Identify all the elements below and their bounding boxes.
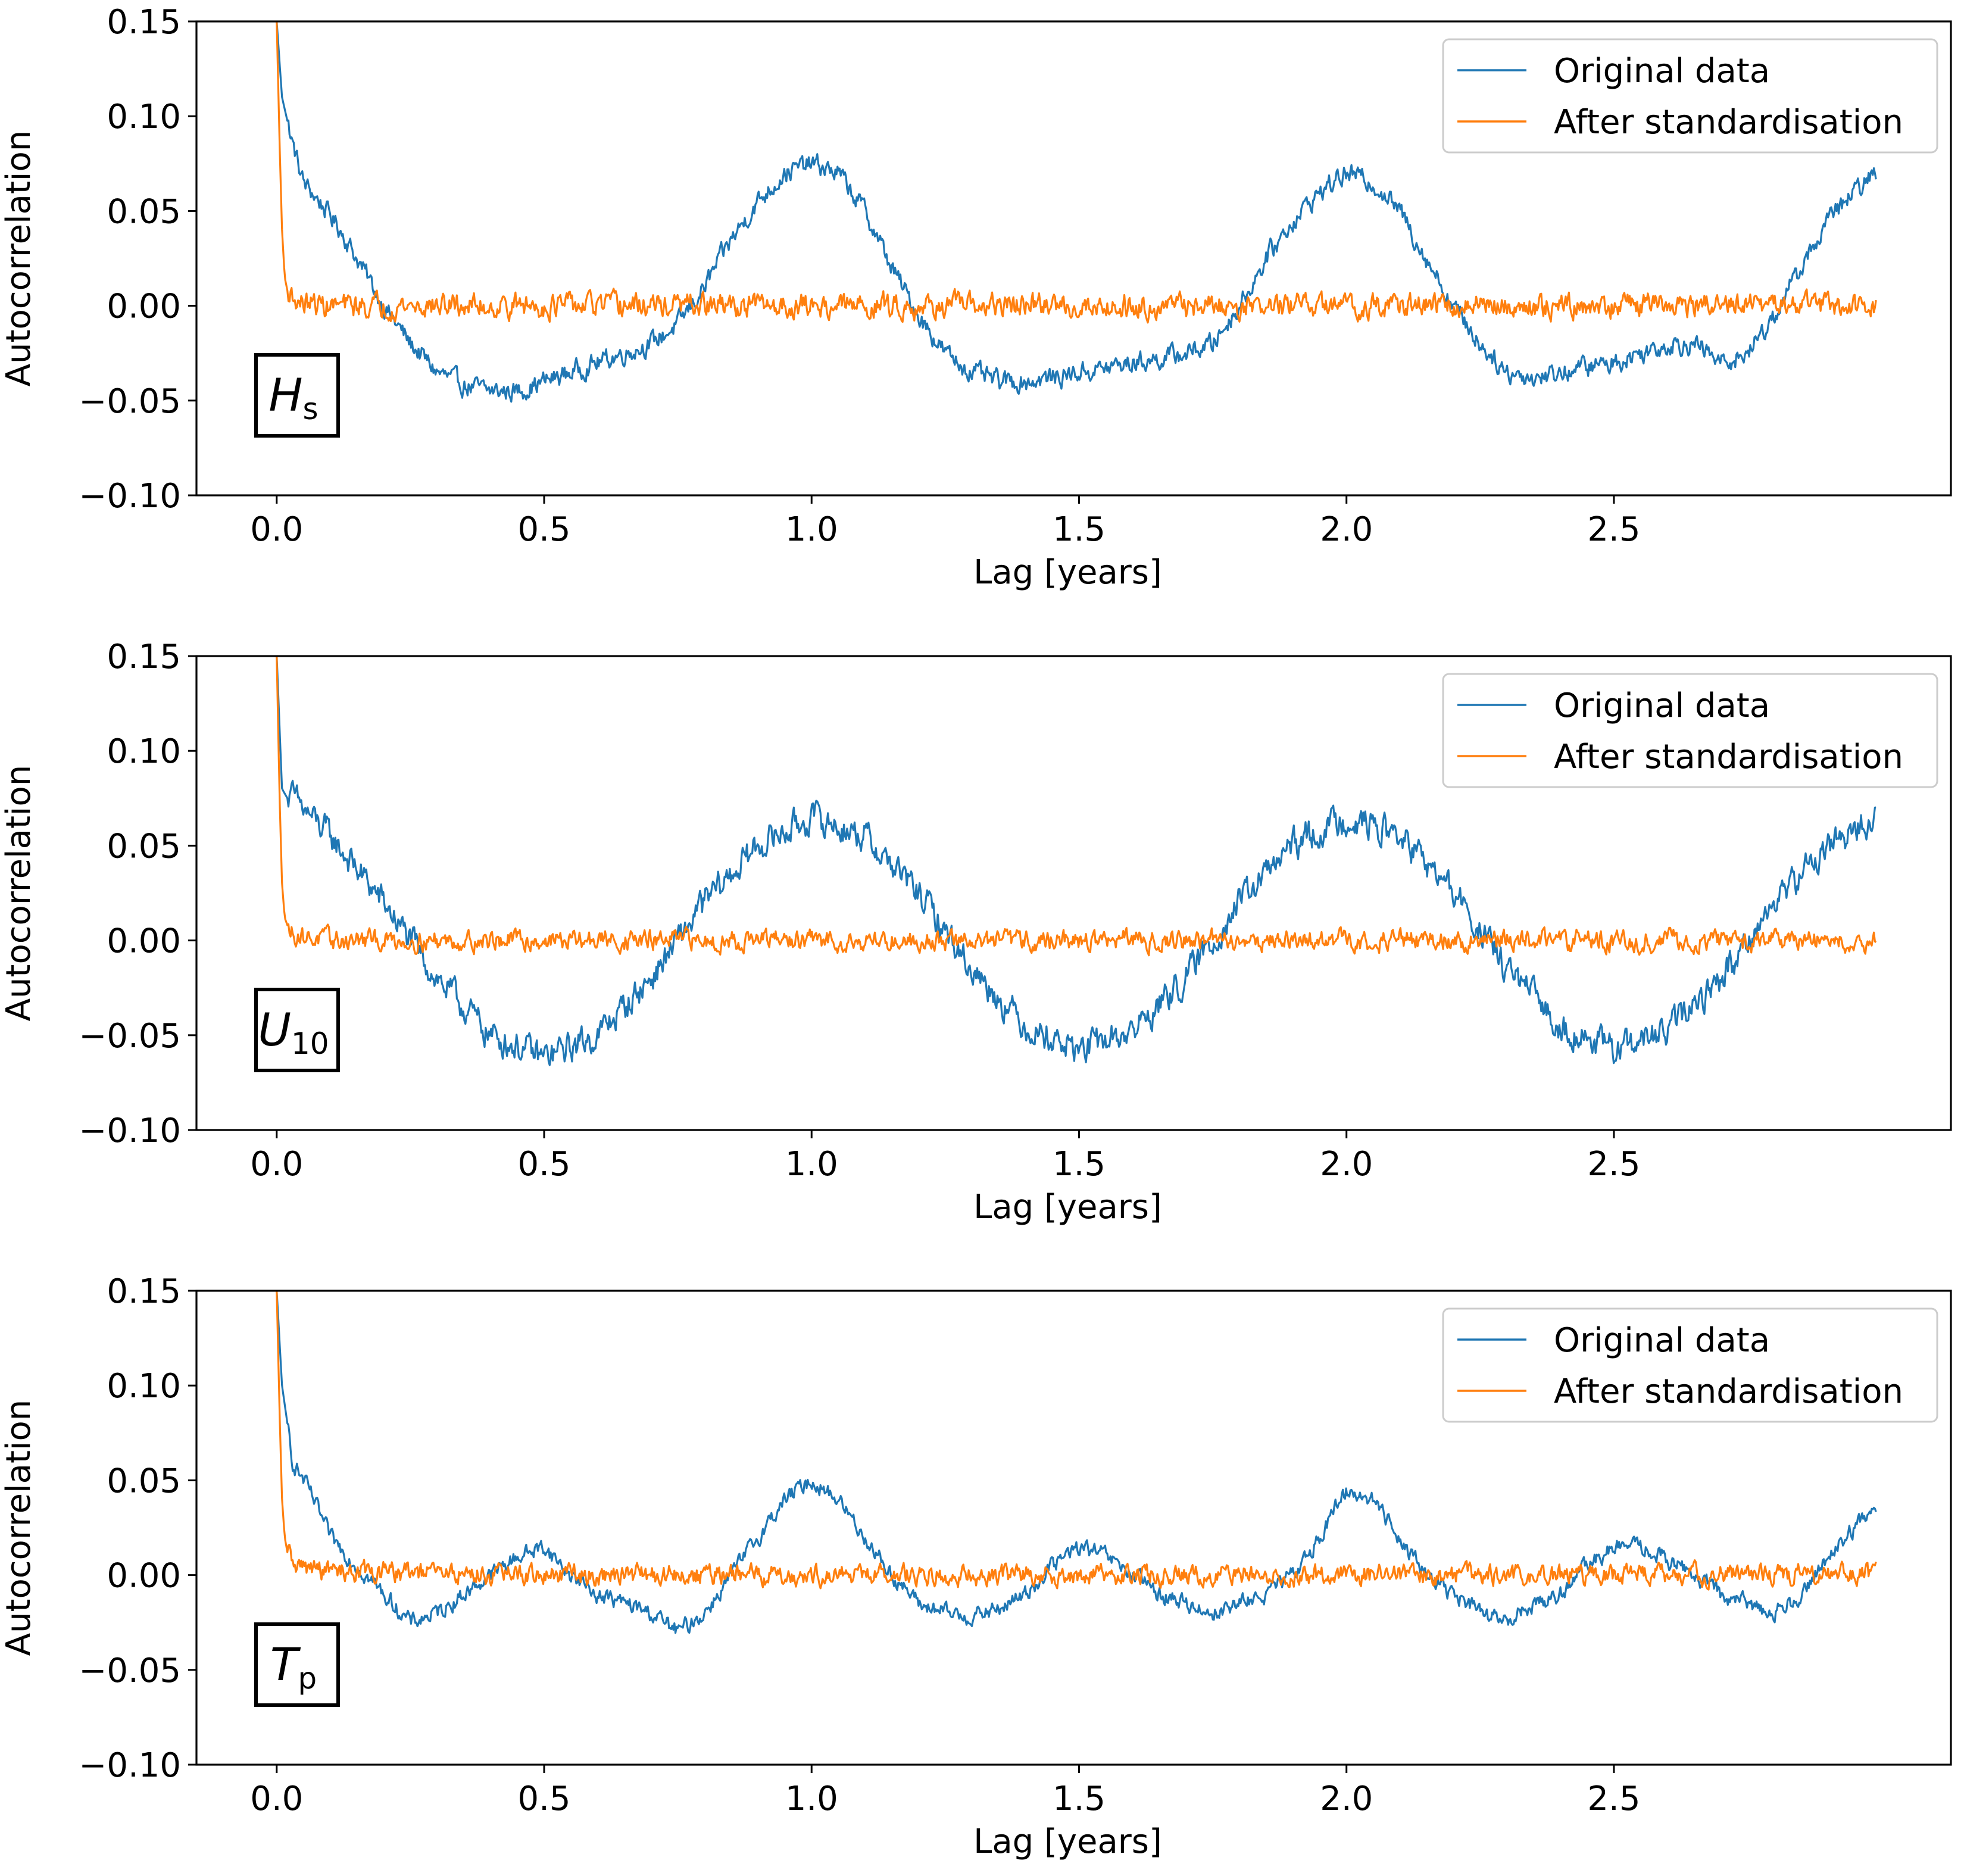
x-tick-label: 0.5 (517, 1145, 570, 1184)
legend-label: Original data (1554, 1321, 1770, 1360)
y-tick-label: 0.10 (107, 98, 181, 136)
x-tick-label: 0.5 (517, 510, 570, 549)
legend-box (1442, 1307, 1938, 1423)
axes-frame (195, 20, 1952, 497)
x-tick-label: 1.0 (785, 510, 838, 549)
panel-tag-box (254, 353, 340, 438)
x-tick-label: 1.5 (1053, 1145, 1106, 1184)
panel-tag: U10 (254, 988, 340, 1072)
y-axis-label: Autocorrelation (0, 1400, 38, 1656)
x-axis-label: Lag [years] (973, 553, 1162, 592)
legend-label: After standardisation (1554, 103, 1903, 142)
y-tick-label: 0.00 (107, 922, 181, 961)
y-tick-label: −0.05 (79, 1017, 181, 1056)
y-tick-label: −0.10 (79, 1112, 181, 1150)
series-line-original (276, 656, 1876, 1066)
y-axis-label: Autocorrelation (0, 765, 38, 1022)
axes-frame (195, 655, 1952, 1131)
x-tick-label: 2.0 (1320, 510, 1373, 549)
panel-3: 0.0 0.5 1.0 1.5 2.0 2.5 −0.10 −0.05 0.00 0.05 0.10… (0, 1272, 1952, 1861)
legend-label: After standardisation (1554, 1372, 1903, 1411)
x-tick-label: 0.0 (250, 1145, 303, 1184)
panel-tag-box (254, 1622, 340, 1707)
x-tick-label: 0.0 (250, 1780, 303, 1818)
y-tick-label: 0.00 (107, 288, 181, 326)
x-axis-label: Lag [years] (973, 1822, 1162, 1861)
x-tick-label: 0.5 (517, 1780, 570, 1818)
panel-tag: Tp (254, 1622, 340, 1707)
y-axis-label: Autocorrelation (0, 130, 38, 387)
x-tick-label: 1.5 (1053, 510, 1106, 549)
x-tick-label: 1.5 (1053, 1780, 1106, 1818)
series-line-standardised (276, 21, 1877, 324)
legend: Original data After standardisation (1442, 1307, 1938, 1423)
y-tick-label: 0.15 (107, 638, 181, 676)
legend-label: After standardisation (1554, 738, 1903, 776)
series-line-standardised (276, 656, 1877, 957)
legend: Original data After standardisation (1442, 673, 1938, 788)
legend-box (1442, 673, 1938, 788)
panel-tag-label: U10 (258, 1003, 329, 1061)
y-tick-label: −0.10 (79, 477, 181, 516)
y-tick-label: 0.15 (107, 1272, 181, 1311)
x-tick-label: 2.5 (1587, 510, 1640, 549)
x-tick-label: 2.0 (1320, 1780, 1373, 1818)
legend: Original data After standardisation (1442, 38, 1938, 154)
y-tick-label: −0.05 (79, 1652, 181, 1690)
y-tick-label: −0.05 (79, 382, 181, 421)
y-tick-label: 0.05 (107, 827, 181, 866)
panel-tag: Hs (254, 353, 340, 438)
y-tick-label: −0.10 (79, 1746, 181, 1785)
panel-tag-label: Tp (270, 1638, 317, 1696)
x-tick-label: 2.0 (1320, 1145, 1373, 1184)
legend-label: Original data (1554, 52, 1770, 90)
y-tick-label: 0.05 (107, 192, 181, 231)
x-tick-label: 2.5 (1587, 1145, 1640, 1184)
x-tick-label: 2.5 (1587, 1780, 1640, 1818)
series-line-original (276, 1291, 1877, 1634)
x-axis-label: Lag [years] (973, 1188, 1162, 1226)
y-tick-label: 0.15 (107, 3, 181, 42)
y-tick-label: 0.10 (107, 732, 181, 771)
series-line-original (276, 21, 1877, 403)
x-tick-label: 1.0 (785, 1780, 838, 1818)
series-line-standardised (276, 1291, 1877, 1591)
y-tick-label: 0.00 (107, 1557, 181, 1596)
panel-2: 0.0 0.5 1.0 1.5 2.0 2.5 −0.10 −0.05 0.00 0.05 0.10… (0, 638, 1952, 1226)
x-tick-label: 0.0 (250, 510, 303, 549)
y-tick-label: 0.05 (107, 1462, 181, 1500)
panel-tag-label: Hs (268, 369, 318, 426)
legend-label: Original data (1554, 686, 1770, 725)
panel-1: 0.0 0.5 1.0 1.5 2.0 2.5 −0.10 −0.05 0.00 0.05 0.10… (0, 3, 1952, 592)
legend-box (1442, 38, 1938, 154)
y-tick-label: 0.10 (107, 1367, 181, 1406)
axes-frame (195, 1290, 1952, 1766)
x-tick-label: 1.0 (785, 1145, 838, 1184)
panel-tag-box (254, 988, 340, 1072)
